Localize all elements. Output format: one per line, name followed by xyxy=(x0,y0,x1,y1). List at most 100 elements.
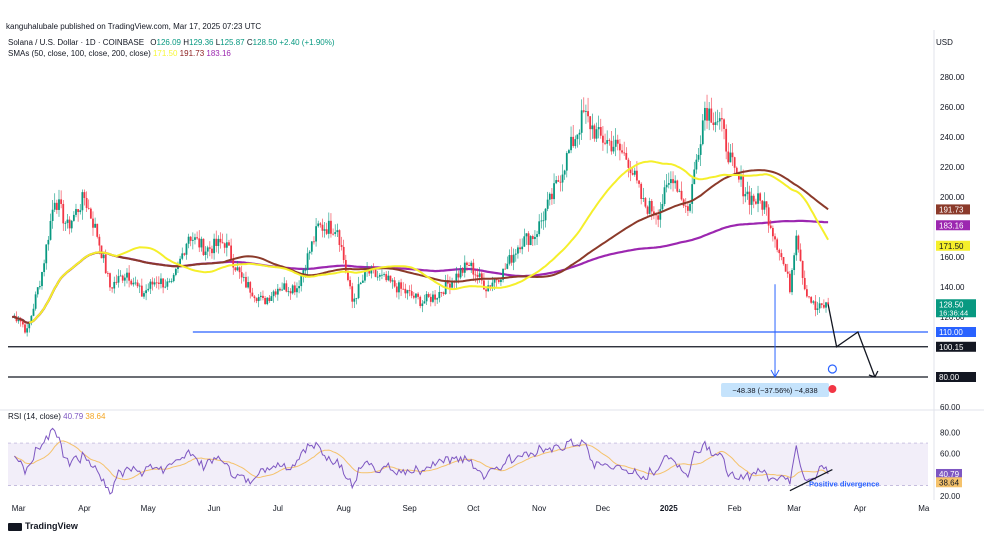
rsi-path xyxy=(14,427,829,495)
candle-body xyxy=(735,167,738,173)
candle-body xyxy=(34,294,37,309)
candle-body xyxy=(442,292,445,295)
candle-body xyxy=(70,220,73,229)
candle-body xyxy=(109,273,111,288)
projection-path xyxy=(827,304,879,378)
candle-body xyxy=(502,268,504,280)
rsi-label: RSI (14, close) xyxy=(8,412,61,421)
candle-body xyxy=(510,255,513,263)
y-tick-label: 240.00 xyxy=(940,133,965,142)
candle-body xyxy=(546,199,549,209)
candle-body xyxy=(32,308,35,316)
candle-body xyxy=(650,200,653,212)
candle-body xyxy=(457,273,460,278)
candle-body xyxy=(423,301,426,304)
candle-body xyxy=(803,277,806,290)
candle-body xyxy=(170,281,173,282)
candle-body xyxy=(264,297,266,305)
candle-body xyxy=(353,298,356,302)
price-axis[interactable]: 60.0080.00100.00120.00140.00160.00180.00… xyxy=(936,73,976,501)
candle-body xyxy=(417,293,419,297)
candle-body xyxy=(763,201,766,210)
candle-body xyxy=(253,296,256,299)
symbol-legend[interactable]: Solana / U.S. Dollar · 1D · COINBASE O12… xyxy=(8,38,335,47)
candle-body xyxy=(729,152,732,163)
candle-body xyxy=(731,152,734,158)
candle-body xyxy=(28,322,31,329)
change-value: +2.40 (+1.90%) xyxy=(279,38,335,47)
y-tick-label: 140.00 xyxy=(940,283,965,292)
candle-body xyxy=(553,183,555,200)
x-tick-label: Ma xyxy=(918,504,930,513)
candles xyxy=(13,94,830,337)
candle-body xyxy=(300,275,303,287)
candle-body xyxy=(774,236,776,240)
x-tick-label: Jun xyxy=(208,504,221,513)
x-tick-label: Feb xyxy=(728,504,742,513)
candle-body xyxy=(77,209,80,213)
candle-body xyxy=(512,254,515,263)
measure-label: −48.38 (−37.56%) −4,838 xyxy=(732,386,817,395)
candle-body xyxy=(784,264,787,272)
projection-arrowhead xyxy=(868,370,879,378)
candle-body xyxy=(740,176,742,180)
candle-body xyxy=(757,193,759,204)
y-tick-label: 260.00 xyxy=(940,103,965,112)
candle-body xyxy=(119,275,122,277)
candle-body xyxy=(196,237,198,239)
candle-body xyxy=(680,190,683,200)
y-tick-label: 280.00 xyxy=(940,73,965,82)
candle-body xyxy=(117,276,120,283)
candle-body xyxy=(357,284,360,299)
candle-body xyxy=(242,276,245,278)
candle-body xyxy=(432,294,434,302)
candle-body xyxy=(587,111,589,117)
candle-body xyxy=(576,134,579,140)
candle-body xyxy=(633,170,636,175)
candle-body xyxy=(149,281,152,289)
measure-label-bg xyxy=(721,383,830,397)
candle-body xyxy=(559,181,562,183)
candle-body xyxy=(548,193,551,200)
candle-body xyxy=(136,282,139,287)
candle-body xyxy=(221,242,224,244)
candle-body xyxy=(578,132,581,135)
sma100-path xyxy=(12,169,829,324)
candle-body xyxy=(51,209,54,222)
candle-body xyxy=(461,268,464,273)
candle-body xyxy=(608,140,611,141)
candle-body xyxy=(102,254,105,259)
open-value: 126.09 xyxy=(156,38,181,47)
candle-body xyxy=(330,220,332,234)
candle-body xyxy=(381,274,383,276)
candle-body xyxy=(542,220,545,222)
candle-body xyxy=(189,236,192,241)
candle-body xyxy=(480,273,483,281)
candle-body xyxy=(506,263,509,269)
time-axis[interactable]: Mar Apr May Jun Jul Aug Sep Oct Nov Dec 2025 Feb Mar… xyxy=(12,504,930,513)
y-tick-label: 60.00 xyxy=(940,403,961,412)
candle-body xyxy=(665,184,668,188)
candle-body xyxy=(334,232,337,234)
candle-body xyxy=(262,295,264,298)
candle-body xyxy=(497,279,500,283)
candle-body xyxy=(344,260,347,272)
candle-body xyxy=(198,238,201,248)
candle-body xyxy=(674,180,677,184)
candle-body xyxy=(718,118,721,122)
candle-body xyxy=(376,276,379,278)
currency-label[interactable]: USD xyxy=(936,38,953,47)
candle-body xyxy=(412,295,415,298)
x-tick-label: Apr xyxy=(854,504,867,513)
candle-body xyxy=(514,253,517,255)
candle-body xyxy=(279,288,281,291)
candle-body xyxy=(398,282,400,293)
candle-body xyxy=(298,286,300,289)
candle-body xyxy=(797,235,800,250)
candle-body xyxy=(661,204,664,210)
sma-legend[interactable]: SMAs (50, close, 100, close, 200, close)… xyxy=(8,49,231,58)
tradingview-logo[interactable]: TradingView xyxy=(8,521,78,531)
candle-body xyxy=(570,136,572,151)
candle-body xyxy=(771,227,774,237)
rsi-legend[interactable]: RSI (14, close) 40.79 38.64 xyxy=(8,412,105,421)
